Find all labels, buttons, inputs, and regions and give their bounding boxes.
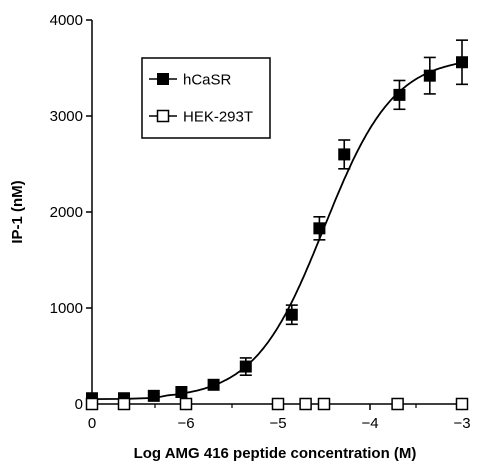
x-tick-label: 0: [88, 415, 96, 432]
legend: hCaSR HEK-293T: [141, 57, 271, 139]
hcasr-point: [207, 378, 220, 391]
hcasr-point: [338, 148, 351, 161]
hek293t-point: [117, 397, 131, 411]
hcasr-point: [239, 360, 252, 373]
hcasr-point: [456, 56, 468, 69]
legend-label: HEK-293T: [183, 109, 253, 126]
hcasr-point: [313, 222, 326, 235]
y-tick-label: 2000: [50, 204, 83, 221]
hek293t-point: [455, 397, 469, 411]
x-tick-label: −5: [269, 415, 286, 432]
hek293t-point: [85, 397, 99, 411]
legend-label: hCaSR: [183, 72, 232, 89]
x-axis-title: Log AMG 416 peptide concentration (M): [134, 445, 417, 462]
y-tick-label: 0: [75, 396, 83, 413]
hcasr-point: [175, 386, 188, 398]
hek293t-point: [271, 397, 285, 411]
hek293t-point: [317, 397, 331, 411]
hek293t-point: [299, 397, 312, 411]
legend-marker: [156, 109, 170, 123]
axes: 0 1000 2000 3000 4000 0 −6 −5 −4 −3: [50, 12, 471, 432]
y-tick-label: 1000: [50, 300, 83, 317]
legend-box: [141, 57, 271, 139]
y-tick-label: 3000: [50, 108, 83, 125]
x-tick-label: −4: [361, 415, 378, 432]
hcasr-point: [285, 308, 298, 321]
legend-marker: [157, 73, 169, 85]
y-tick-label: 4000: [50, 12, 83, 29]
hek293t-point: [179, 397, 193, 411]
hcasr-point: [147, 389, 160, 402]
hcasr-point: [423, 69, 436, 82]
hcasr-point: [393, 88, 406, 101]
y-axis-title: IP-1 (nM): [9, 180, 26, 243]
x-tick-label: −3: [453, 415, 470, 432]
data-marks: [85, 39, 469, 411]
x-tick-label: −6: [177, 415, 194, 432]
hek293t-point: [391, 397, 404, 411]
